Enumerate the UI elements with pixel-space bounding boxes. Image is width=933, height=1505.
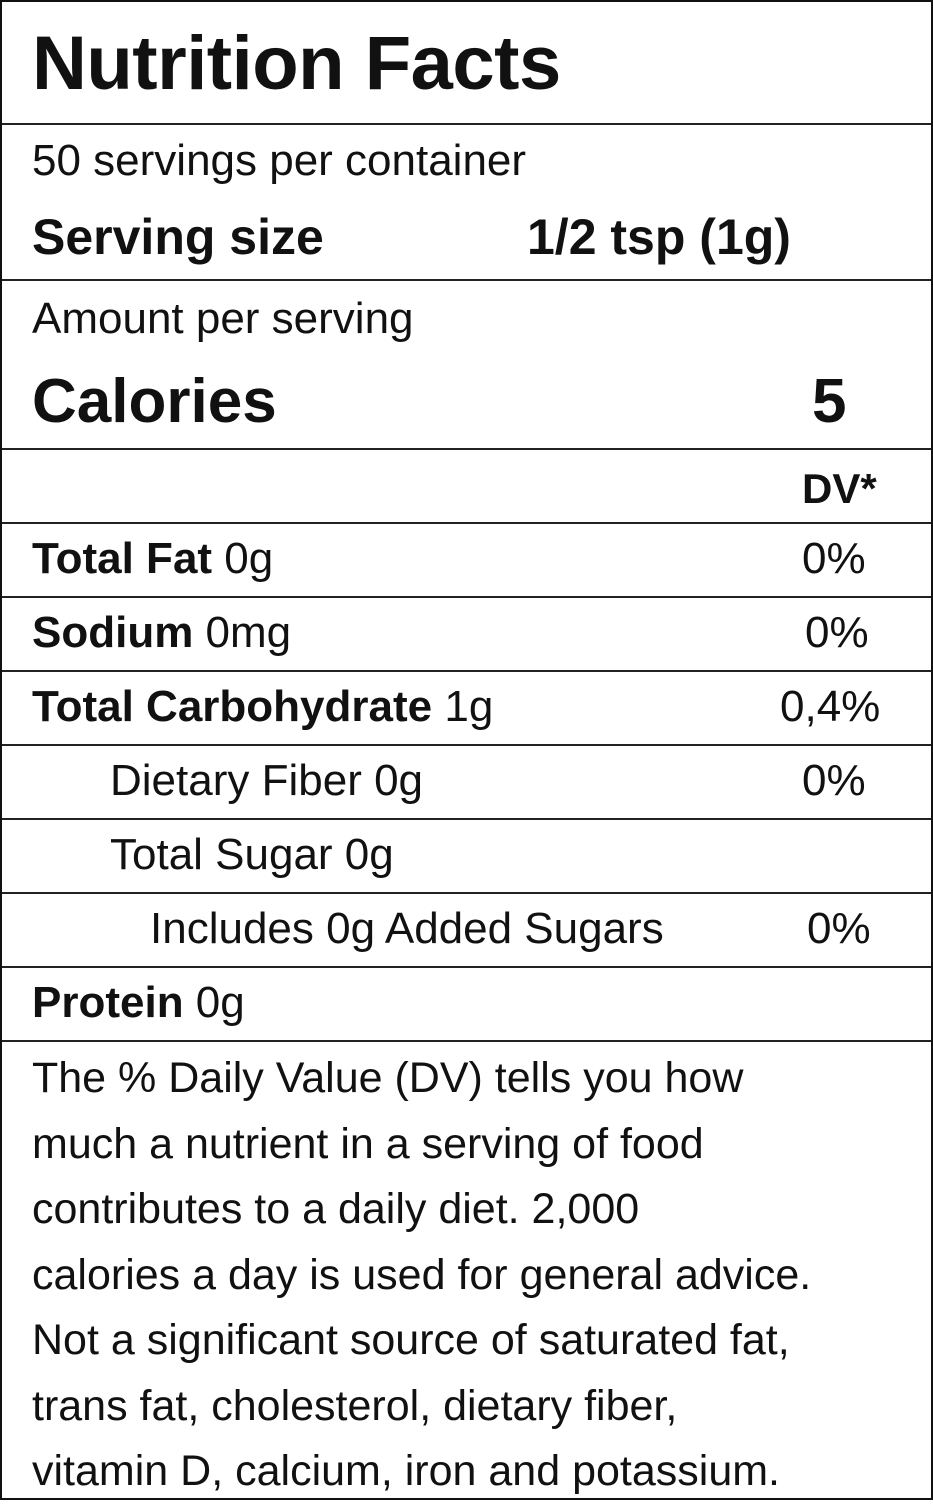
nutrient-dv: 0,4% — [780, 682, 881, 731]
nutrient-row-total-sugar: Total Sugar 0g — [2, 820, 931, 894]
dv-header: DV* — [802, 465, 877, 512]
nutrient-amount: 1g — [432, 682, 494, 731]
nutrient-row-protein: Protein 0g — [2, 968, 931, 1042]
footnote-line: contributes to a daily diet. 2,000 — [32, 1185, 640, 1233]
nutrient-name: Protein — [32, 978, 184, 1027]
footnote-line: much a nutrient in a serving of food — [32, 1119, 704, 1168]
footnote-line: trans fat, cholesterol, dietary fiber, — [32, 1381, 678, 1430]
calories-section — [2, 281, 931, 450]
amount-per-serving: Amount per serving — [32, 294, 414, 343]
nutrient-row-dietary-fiber: Dietary Fiber 0g 0% — [2, 746, 931, 820]
nutrient-row-sodium: Sodium 0mg 0% — [2, 598, 931, 672]
nutrient-row-total-fat: Total Fat 0g 0% — [2, 524, 931, 598]
nutrient-amount: Total Sugar 0g — [110, 830, 394, 879]
nutrient-row-total-carbohydrate: Total Carbohydrate 1g 0,4% — [2, 672, 931, 746]
serving-size-label: Serving size — [32, 209, 324, 265]
footnote-line: Not a significant source of saturated fa… — [32, 1316, 790, 1364]
nutrient-dv: 0% — [805, 608, 869, 657]
nutrient-dv: 0% — [807, 904, 871, 953]
footnote-line: calories a day is used for general advic… — [32, 1250, 812, 1299]
nutrient-amount: Dietary Fiber 0g — [110, 756, 424, 805]
footnote: The % Daily Value (DV) tells you how muc… — [32, 1046, 911, 1505]
nutrient-amount: Includes 0g Added Sugars — [150, 904, 664, 953]
nutrient-amount: 0g — [183, 978, 245, 1027]
nutrient-dv: 0% — [802, 534, 866, 583]
dv-header-row — [2, 450, 931, 524]
nutrient-name: Sodium — [32, 608, 194, 657]
page-title: Nutrition Facts — [32, 21, 561, 106]
footnote-line: vitamin D, calcium, iron and potassium. — [32, 1447, 781, 1495]
footnote-line: The % Daily Value (DV) tells you how — [32, 1054, 744, 1102]
calories-value: 5 — [812, 367, 847, 436]
servings-section — [2, 125, 931, 281]
nutrient-row-added-sugars: Includes 0g Added Sugars 0% — [2, 894, 931, 968]
nutrient-amount: 0mg — [193, 608, 292, 657]
nutrient-dv: 0% — [802, 756, 866, 805]
nutrient-name: Total Fat — [32, 534, 213, 583]
calories-label: Calories — [32, 367, 277, 436]
servings-per-container: 50 servings per container — [32, 136, 527, 185]
nutrient-name: Total Carbohydrate — [32, 682, 433, 731]
nutrient-amount: 0g — [212, 534, 274, 583]
serving-size-value: 1/2 tsp (1g) — [527, 209, 791, 265]
title-section: Nutrition Facts — [2, 2, 931, 125]
